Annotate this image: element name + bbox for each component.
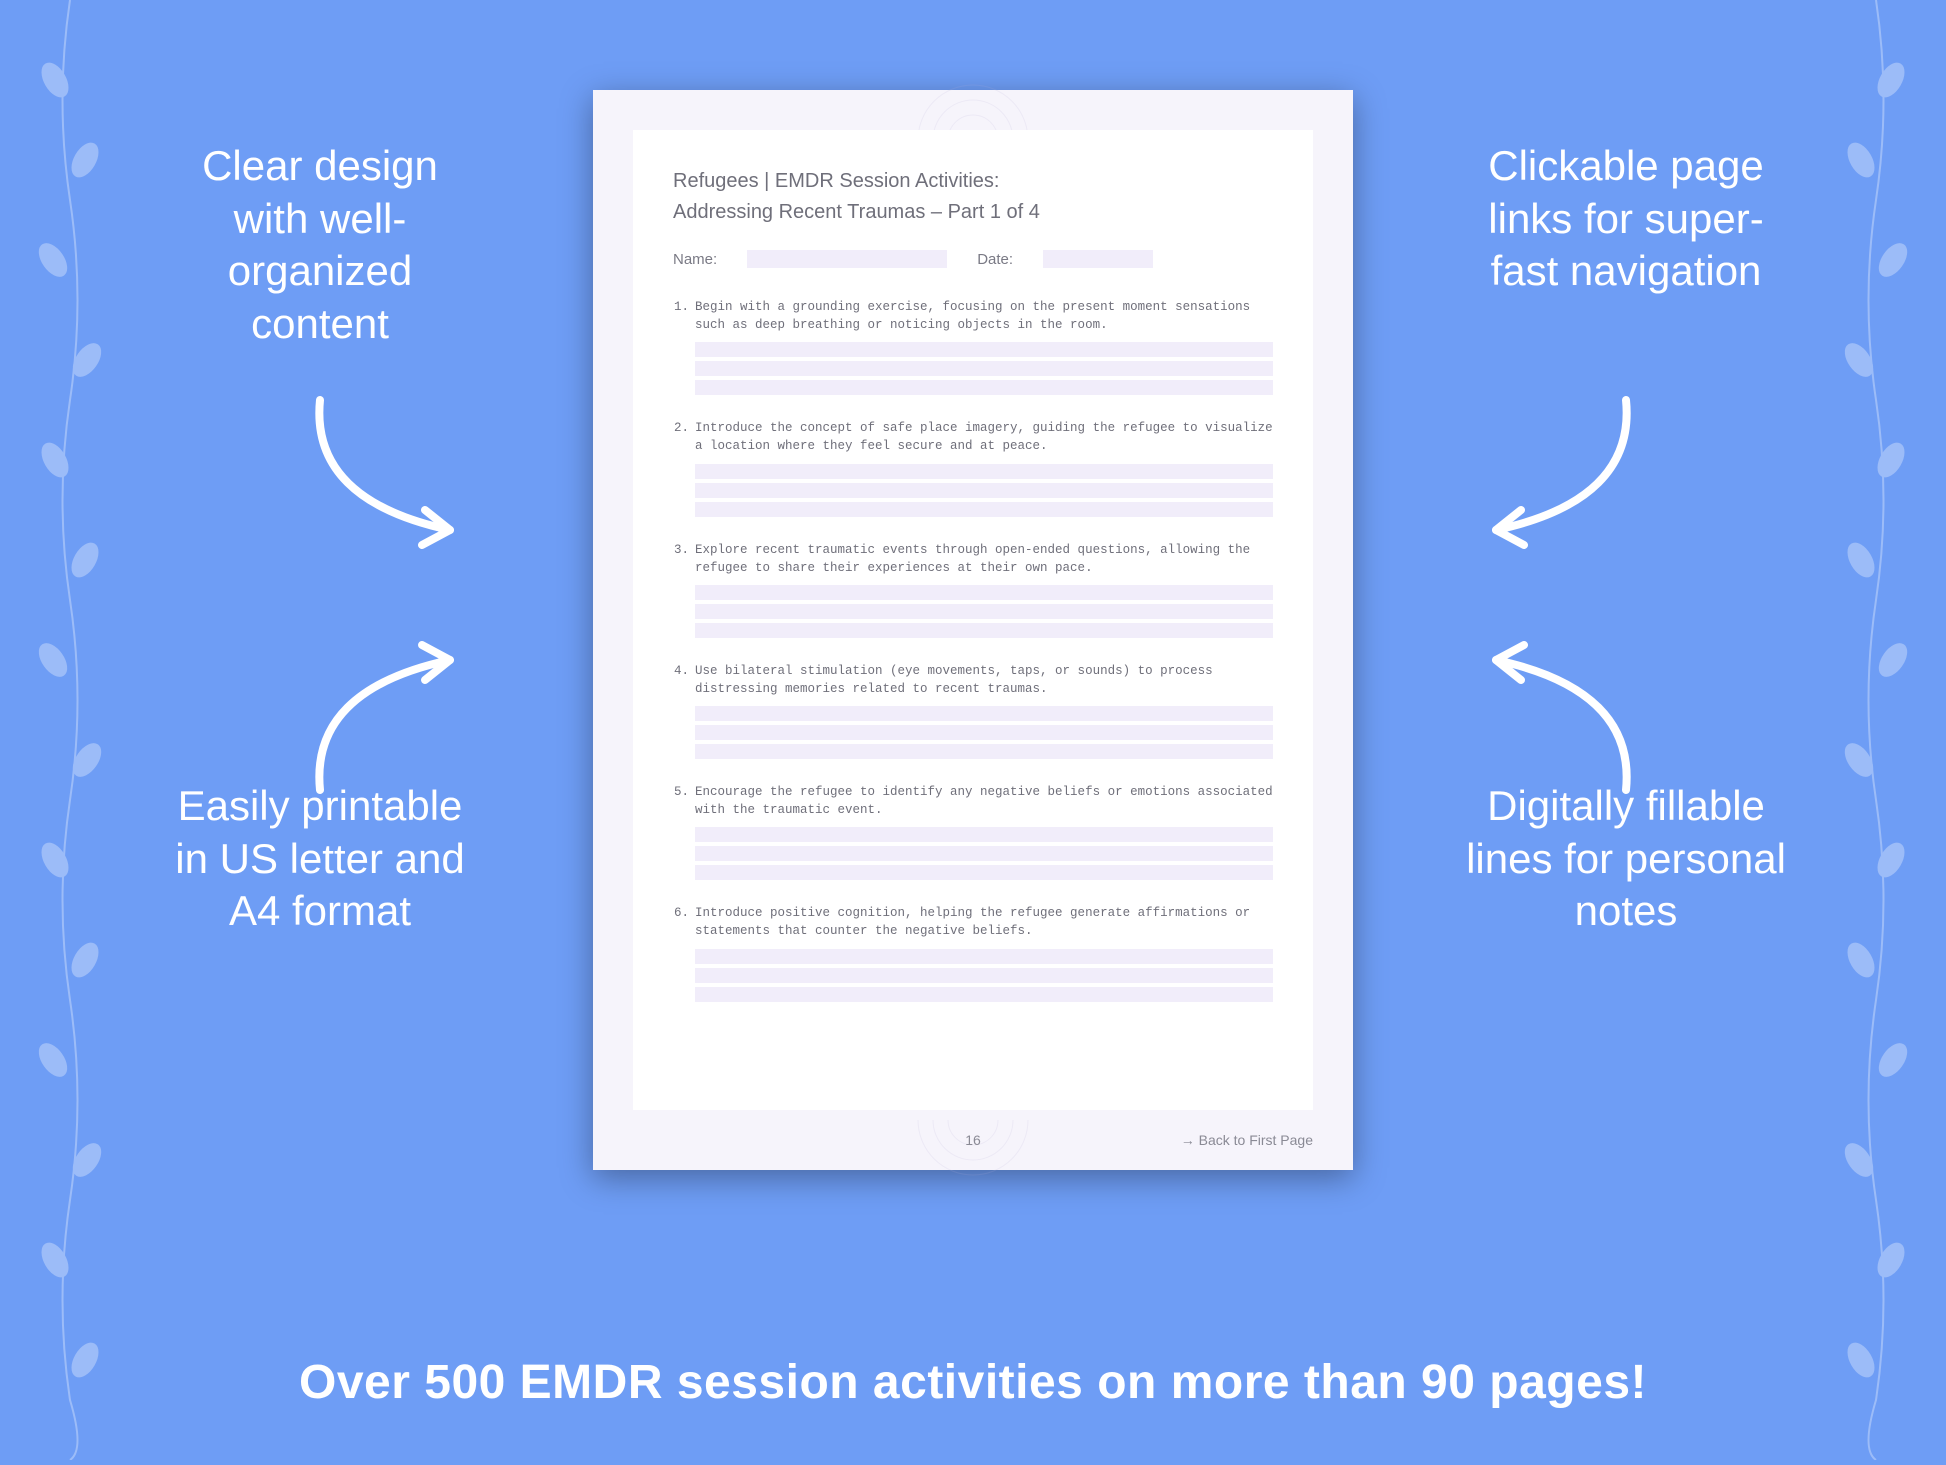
activity-item-2: 2. Introduce the concept of safe place i…	[673, 419, 1273, 516]
bottom-banner: Over 500 EMDR session activities on more…	[0, 1355, 1946, 1410]
page-inner: Refugees | EMDR Session Activities: Addr…	[633, 130, 1313, 1110]
mandala-bottom-icon	[773, 1120, 1173, 1180]
activity-item-4: 4. Use bilateral stimulation (eye moveme…	[673, 662, 1273, 759]
page-number: 16	[965, 1132, 981, 1148]
item-number: 1.	[673, 298, 695, 334]
activity-item-6: 6. Introduce positive cognition, helping…	[673, 904, 1273, 1001]
fill-lines[interactable]	[695, 585, 1273, 638]
arrow-bottom-right	[1456, 620, 1656, 820]
document-page: Refugees | EMDR Session Activities: Addr…	[593, 90, 1353, 1170]
page-footer: 16 → Back to First Page	[633, 1132, 1313, 1148]
fill-lines[interactable]	[695, 706, 1273, 759]
doc-title-line2: Addressing Recent Traumas – Part 1 of 4	[673, 201, 1273, 224]
activity-item-3: 3. Explore recent traumatic events throu…	[673, 541, 1273, 638]
name-field[interactable]	[747, 250, 947, 268]
callout-top-right: Clickable page links for super-fast navi…	[1466, 140, 1786, 298]
item-number: 2.	[673, 419, 695, 455]
item-text: Begin with a grounding exercise, focusin…	[695, 298, 1273, 334]
name-label: Name:	[673, 251, 717, 268]
name-date-row: Name: Date:	[673, 250, 1273, 268]
item-text: Introduce positive cognition, helping th…	[695, 904, 1273, 940]
arrow-top-left	[290, 370, 490, 570]
item-number: 4.	[673, 662, 695, 698]
fill-lines[interactable]	[695, 464, 1273, 517]
item-text: Encourage the refugee to identify any ne…	[695, 783, 1273, 819]
fill-lines[interactable]	[695, 827, 1273, 880]
item-text: Use bilateral stimulation (eye movements…	[695, 662, 1273, 698]
activity-item-5: 5. Encourage the refugee to identify any…	[673, 783, 1273, 880]
item-number: 3.	[673, 541, 695, 577]
item-text: Introduce the concept of safe place imag…	[695, 419, 1273, 455]
fill-lines[interactable]	[695, 949, 1273, 1002]
item-text: Explore recent traumatic events through …	[695, 541, 1273, 577]
date-label: Date:	[977, 251, 1013, 268]
activity-item-1: 1. Begin with a grounding exercise, focu…	[673, 298, 1273, 395]
item-number: 6.	[673, 904, 695, 940]
doc-title-line1: Refugees | EMDR Session Activities:	[673, 170, 1273, 193]
arrow-top-right	[1456, 370, 1656, 570]
callout-top-left: Clear design with well-organized content	[160, 140, 480, 350]
item-number: 5.	[673, 783, 695, 819]
fill-lines[interactable]	[695, 342, 1273, 395]
date-field[interactable]	[1043, 250, 1153, 268]
arrow-bottom-left	[290, 620, 490, 820]
decorative-vine-right	[1831, 0, 1921, 1460]
decorative-vine-left	[25, 0, 115, 1460]
back-to-first-page-link[interactable]: → Back to First Page	[1181, 1132, 1313, 1148]
